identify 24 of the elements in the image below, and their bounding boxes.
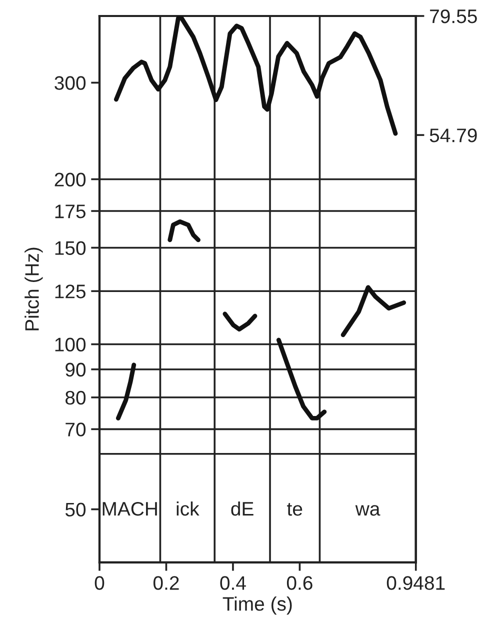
y-tick-label: 200 xyxy=(54,172,86,186)
annotation: wa xyxy=(355,505,380,516)
x-tick-label: 0.4 xyxy=(220,576,246,590)
y-tick-label: 100 xyxy=(55,338,86,352)
annotation: te xyxy=(287,502,302,516)
y2-tick-label: 79.55 xyxy=(430,9,477,24)
x-tick-label: 0 xyxy=(94,576,104,590)
y-tick-label: 90 xyxy=(66,362,86,377)
x-tick-label: 0.2 xyxy=(153,576,179,590)
y-axis-title: Pitch (Hz) xyxy=(24,248,43,330)
y-tick-label: 175 xyxy=(55,204,86,218)
x-tick-label: 0.6 xyxy=(286,576,312,590)
y2-tick-label: 54.79 xyxy=(430,128,477,142)
y-tick-label: 150 xyxy=(55,241,86,255)
y-tick-label: 125 xyxy=(55,284,86,298)
y-tick-label: 80 xyxy=(66,390,86,405)
y-tick-label: 300 xyxy=(54,76,86,90)
x-axis-title: Time (s) xyxy=(222,596,292,615)
annotation: ick xyxy=(176,501,200,516)
annotation: dE xyxy=(231,501,254,516)
y-tick-label: 50 xyxy=(65,502,86,517)
x-tick-label: 0.9481 xyxy=(386,576,445,590)
annotation: MACH xyxy=(102,502,157,516)
y-tick-label: 70 xyxy=(66,422,86,436)
